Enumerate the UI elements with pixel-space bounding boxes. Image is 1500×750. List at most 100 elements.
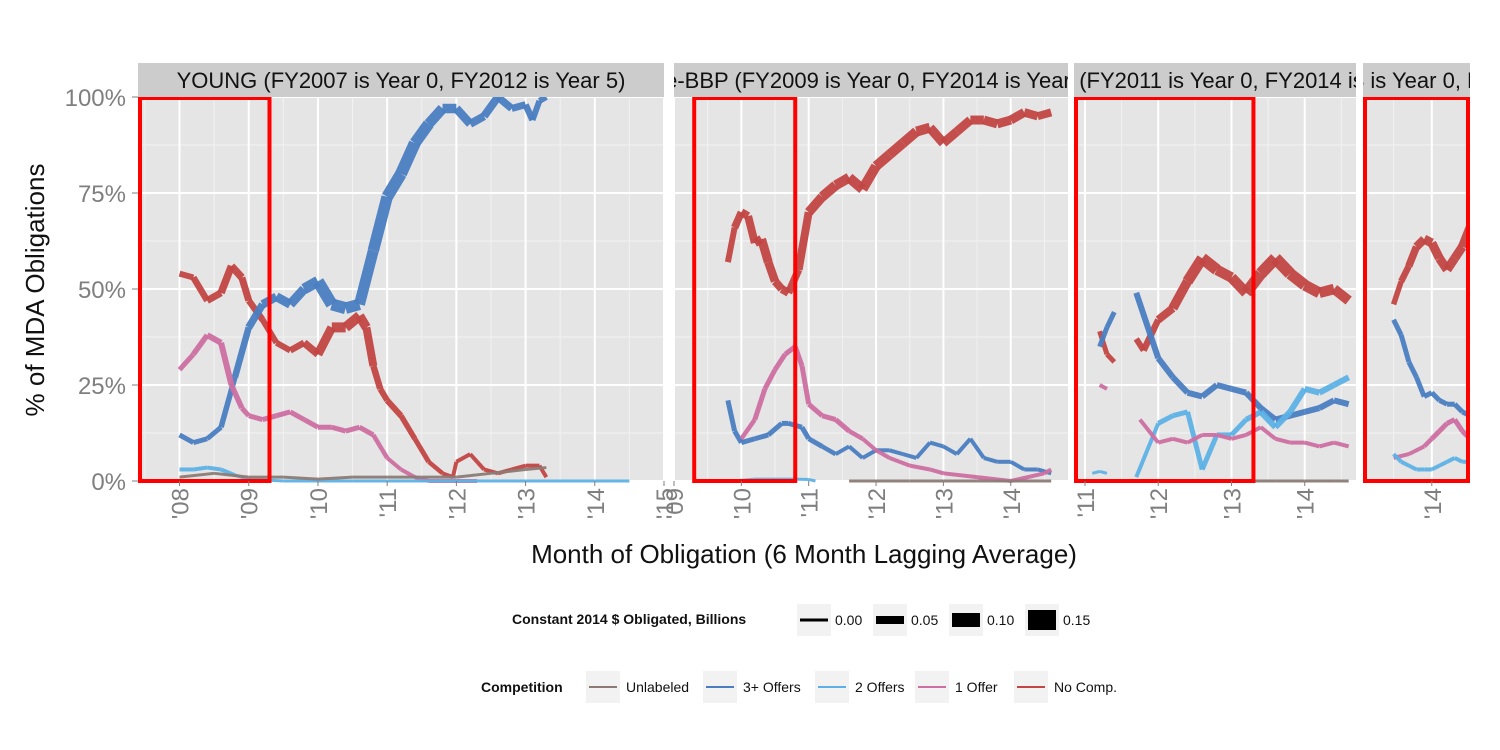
series-segment [1430,429,1442,441]
series-segment [1317,397,1336,411]
series-segment [1198,253,1221,275]
series-segment [1229,417,1248,437]
legend-label: No Comp. [1054,679,1117,695]
series-segment [886,139,907,159]
facet-panel: pre-BBP (FY2009 is Year 0, FY2014 is Yea… [662,63,1068,519]
series-one [177,332,478,483]
series-segment [888,448,904,457]
series-segment [1258,405,1278,422]
y-axis: 0% 25% 50% 75% 100% [65,85,138,496]
legend-item-plus3: 3+ Offers [703,671,801,703]
series-segment [821,413,837,422]
series-segment [1043,467,1053,476]
series-segment [754,432,769,442]
series-segment [834,444,851,456]
series-segment [511,463,527,472]
series-segment [468,452,486,471]
series-segment [794,211,813,271]
series-segment [1170,375,1190,395]
series-segment [732,429,744,444]
highlight-box [1074,96,1256,483]
series-nocomp [1097,253,1352,364]
series-segment [1271,254,1295,278]
series-segment [1098,383,1108,391]
series-segment [283,475,319,481]
series-segment [1157,436,1174,445]
series-segment [858,163,881,192]
series-segment [410,120,434,147]
series-segment [1303,405,1321,415]
series-segment [1400,460,1410,468]
series-segment [1104,310,1117,329]
series-plus3 [178,94,548,446]
series-segment [330,298,348,314]
x-tick-label: '12 [1146,488,1173,519]
series-segment [288,339,306,354]
series-nocomp [724,108,1053,297]
series-segment [982,115,999,129]
series-segment [926,124,947,147]
series-segment [744,215,759,244]
series-segment [205,332,223,346]
facet-strip [138,63,664,97]
x-tick-label: '13 [931,488,958,519]
x-tick-label: '13 [514,488,541,519]
series-segment [1091,469,1101,475]
x-tick-label: '11 [797,488,824,518]
legend-size-item: 0.10 [949,604,1014,636]
series-segment [1453,456,1464,464]
legend-size-title: Constant 2014 $ Obligated, Billions [512,611,746,627]
series-segment [355,313,371,330]
series-segment [1105,352,1117,364]
legend-item-nocomp: No Comp. [1014,671,1117,703]
series-segment [239,406,251,418]
facet-strip-label: YOUNG (FY2007 is Year 0, FY2012 is Year … [177,68,626,93]
series-segment [1023,108,1039,121]
series-segment [1318,283,1336,298]
series-unl [179,466,547,481]
series-segment [245,302,266,330]
series-segment [1259,425,1277,441]
x-tick-label: '13 [1219,488,1246,519]
series-segment [238,276,253,302]
series-segment [1186,389,1203,400]
series-segment [968,437,986,460]
series-segment [915,122,932,137]
series-segment [1406,360,1419,379]
x-tick-label: '15 [652,488,679,519]
series-segment [757,237,773,264]
series-segment [1423,390,1433,399]
series-segment [192,436,208,446]
series-segment [1438,398,1449,407]
series-segment [286,285,308,308]
series-segment [274,340,292,354]
x-axis-title: Month of Obligation (6 Month Lagging Ave… [531,539,1077,569]
series-segment [1407,444,1426,456]
legend-size-item: 0.15 [1025,604,1090,636]
series-segment [942,444,958,456]
series-segment [1430,463,1441,472]
series-segment [331,424,347,434]
x-tick-label: '11 [375,488,402,518]
series-segment [1430,390,1442,403]
series-segment [1230,432,1247,441]
series-segment [807,402,824,418]
series-segment [205,289,223,304]
series-segment [398,414,418,441]
series-segment [302,417,320,430]
series-segment [1446,456,1456,464]
series-segment [799,365,812,405]
series-segment [178,270,195,281]
series-segment [875,448,891,460]
series-segment [861,448,878,460]
series-segment [888,456,911,468]
x-tick-label: '14 [999,488,1026,519]
series-segment [861,437,878,452]
series-segment [367,195,393,253]
series-segment [274,292,293,309]
series-segment [529,99,543,122]
series-segment [1330,285,1352,305]
legend-label: 1 Offer [955,679,998,695]
series-segment [1273,409,1293,430]
